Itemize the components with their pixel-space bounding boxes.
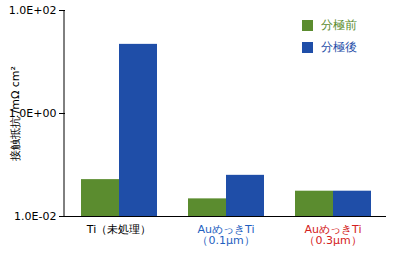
svg-text:Ti（未処理）: Ti（未処理） [86,223,151,236]
html-text:分極前: 分極前 [321,18,357,32]
svg-text:1.0E-02: 1.0E-02 [14,210,56,223]
svg-text:AuめっきTi（0.3μm）: AuめっきTi（0.3μm） [304,223,361,247]
svg-text:1.0E+02: 1.0E+02 [9,4,57,17]
svg-text:AuめっきTi（0.1μm）: AuめっきTi（0.1μm） [197,223,254,247]
html-text:分極後: 分極後 [321,40,357,54]
svg-text:接触抵抗 /mΩ cm²: 接触抵抗 /mΩ cm² [9,66,22,161]
svg-text:1.0E+00: 1.0E+00 [8,107,57,120]
